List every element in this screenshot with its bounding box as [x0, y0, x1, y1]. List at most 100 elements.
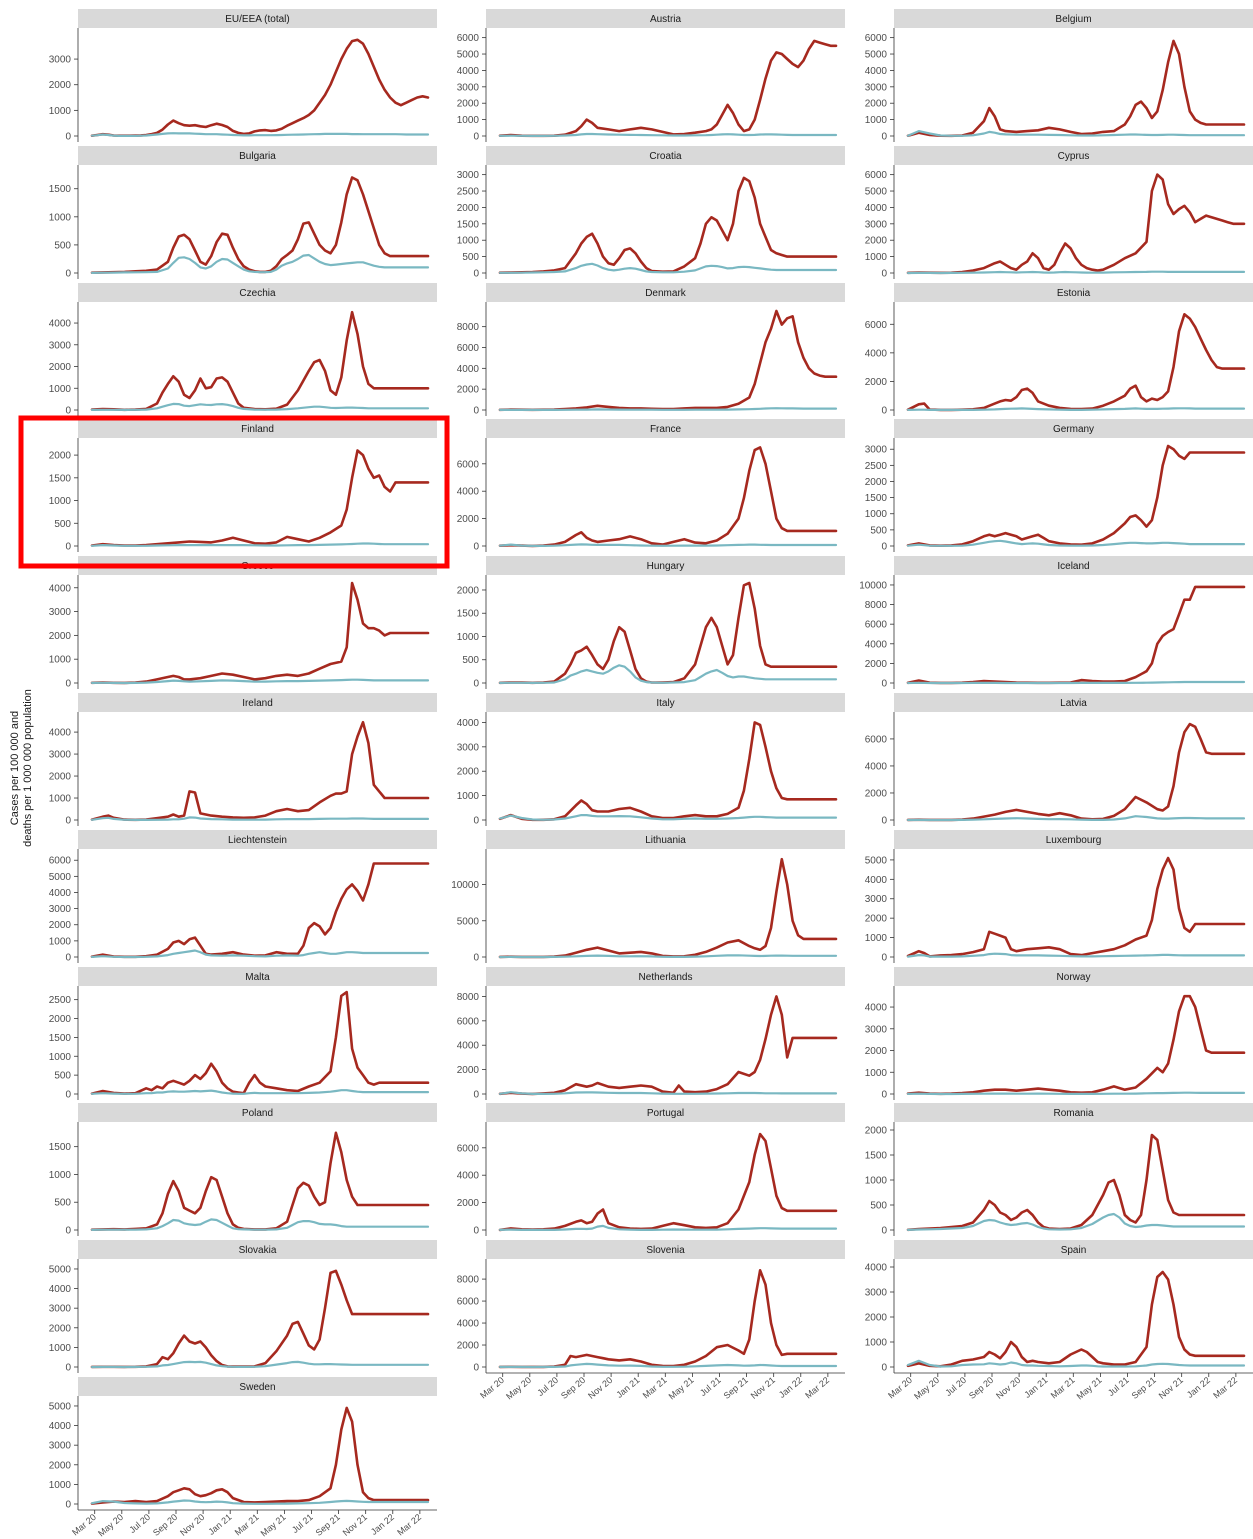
y-tick-label-slovenia: 6000 — [457, 1297, 480, 1308]
y-tick-label-romania: 2000 — [865, 1126, 888, 1137]
x-tick-label-spain: Jan 22 — [1185, 1375, 1212, 1400]
y-tick-label-luxembourg: 3000 — [865, 894, 888, 905]
panel-slovakia: Slovakia 0 1000 2000 3000 4000 5000 — [49, 1240, 437, 1374]
series-cases-czechia — [90, 310, 430, 412]
y-tick-label-croatia: 1000 — [457, 236, 480, 247]
series-cases-ireland — [90, 720, 430, 822]
y-tick-label-slovakia: 5000 — [49, 1264, 72, 1275]
series-deaths-cyprus — [906, 270, 1246, 275]
y-tick-label-netherlands: 6000 — [457, 1016, 480, 1027]
series-deaths-iceland — [906, 680, 1246, 685]
y-tick-label-netherlands: 4000 — [457, 1041, 480, 1052]
panel-title-estonia: Estonia — [1057, 288, 1091, 299]
strip-france — [486, 419, 845, 438]
y-tick-label-netherlands: 8000 — [457, 992, 480, 1003]
y-tick-label-malta: 1000 — [49, 1052, 72, 1063]
y-tick-label-latvia: 6000 — [865, 734, 888, 745]
series-cases-estonia — [906, 312, 1246, 412]
strip-luxembourg — [894, 830, 1253, 849]
strip-lithuania — [486, 830, 845, 849]
x-tick-label-spain: Mar 22 — [1211, 1375, 1239, 1401]
series-cases-croatia — [498, 176, 838, 275]
x-tick-label-slovenia: Jan 22 — [777, 1375, 804, 1400]
strip-belgium — [894, 9, 1253, 28]
y-tick-label-croatia: 500 — [462, 252, 479, 263]
series-cases-slovakia — [90, 1269, 430, 1369]
panel-title-luxembourg: Luxembourg — [1046, 835, 1102, 846]
series-cases-sweden — [90, 1406, 430, 1505]
y-tick-label-italy: 4000 — [457, 718, 480, 729]
y-tick-label-finland: 1500 — [49, 473, 72, 484]
y-tick-label-germany: 2000 — [865, 477, 888, 488]
series-deaths-greece — [90, 678, 430, 685]
series-deaths-liechtenstein — [90, 949, 430, 959]
panel-title-portugal: Portugal — [647, 1108, 684, 1119]
x-tick-label-slovenia: Mar 20 — [478, 1375, 506, 1401]
y-tick-label-germany: 3000 — [865, 445, 888, 456]
strip-norway — [894, 967, 1253, 986]
strip-portugal — [486, 1103, 845, 1122]
y-tick-label-poland: 0 — [65, 1226, 71, 1237]
series-cases-finland — [90, 449, 430, 547]
y-tick-label-liechtenstein: 5000 — [49, 872, 72, 883]
y-tick-label-ireland: 0 — [65, 816, 71, 827]
y-tick-label-malta: 1500 — [49, 1033, 72, 1044]
series-deaths-finland — [90, 542, 430, 547]
strip-romania — [894, 1103, 1253, 1122]
y-tick-label-belgium: 3000 — [865, 82, 888, 93]
y-tick-label-poland: 1500 — [49, 1142, 72, 1153]
strip-ireland — [78, 693, 437, 712]
series-cases-belgium — [906, 39, 1246, 138]
panel-title-denmark: Denmark — [645, 288, 687, 299]
x-tick-label-spain: Sep 21 — [1130, 1375, 1158, 1401]
y-tick-label-romania: 0 — [881, 1226, 887, 1237]
strip-netherlands — [486, 967, 845, 986]
x-tick-label-sweden: Nov 20 — [178, 1512, 206, 1538]
y-tick-label-denmark: 6000 — [457, 343, 480, 354]
y-tick-label-spain: 4000 — [865, 1263, 888, 1274]
y-tick-label-denmark: 4000 — [457, 364, 480, 375]
x-tick-label-spain: Sep 20 — [967, 1375, 995, 1401]
y-tick-label-luxembourg: 0 — [881, 953, 887, 964]
panel-finland: Finland 0 500 1000 1500 2000 — [49, 419, 437, 553]
series-cases-luxembourg — [906, 856, 1246, 958]
y-tick-label-italy: 2000 — [457, 767, 480, 778]
series-cases-malta — [90, 990, 430, 1095]
x-tick-label-sweden: Mar 22 — [395, 1512, 423, 1538]
y-tick-label-poland: 1000 — [49, 1170, 72, 1181]
y-tick-label-italy: 1000 — [457, 791, 480, 802]
x-tick-label-slovenia: Nov 21 — [749, 1375, 777, 1401]
y-tick-label-hungary: 0 — [473, 679, 479, 690]
strip-italy — [486, 693, 845, 712]
y-tick-label-norway: 3000 — [865, 1024, 888, 1035]
y-tick-label-cyprus: 6000 — [865, 170, 888, 181]
panel-title-norway: Norway — [1057, 972, 1091, 983]
y-tick-label-norway: 2000 — [865, 1046, 888, 1057]
y-tick-label-slovakia: 2000 — [49, 1323, 72, 1334]
y-axis-label-line1: Cases per 100 000 and — [9, 711, 21, 825]
y-tick-label-cyprus: 4000 — [865, 203, 888, 214]
strip-cyprus — [894, 146, 1253, 165]
series-deaths-spain — [906, 1359, 1246, 1368]
y-tick-label-estonia: 2000 — [865, 377, 888, 388]
x-tick-label-spain: Jul 20 — [943, 1375, 968, 1398]
y-tick-label-liechtenstein: 0 — [65, 953, 71, 964]
x-tick-label-slovenia: May 20 — [504, 1375, 533, 1402]
y-tick-label-ireland: 2000 — [49, 772, 72, 783]
strip-croatia — [486, 146, 845, 165]
y-tick-label-luxembourg: 2000 — [865, 914, 888, 925]
series-deaths-italy — [498, 813, 838, 821]
series-deaths-belgium — [906, 130, 1246, 137]
strip-spain — [894, 1240, 1253, 1259]
series-cases-norway — [906, 994, 1246, 1096]
panel-title-slovakia: Slovakia — [239, 1245, 277, 1256]
y-tick-label-portugal: 2000 — [457, 1198, 480, 1209]
panel-title-liechtenstein: Liechtenstein — [228, 835, 287, 846]
y-tick-label-croatia: 2500 — [457, 187, 480, 198]
highlight-box — [18, 415, 450, 569]
y-tick-label-luxembourg: 1000 — [865, 933, 888, 944]
